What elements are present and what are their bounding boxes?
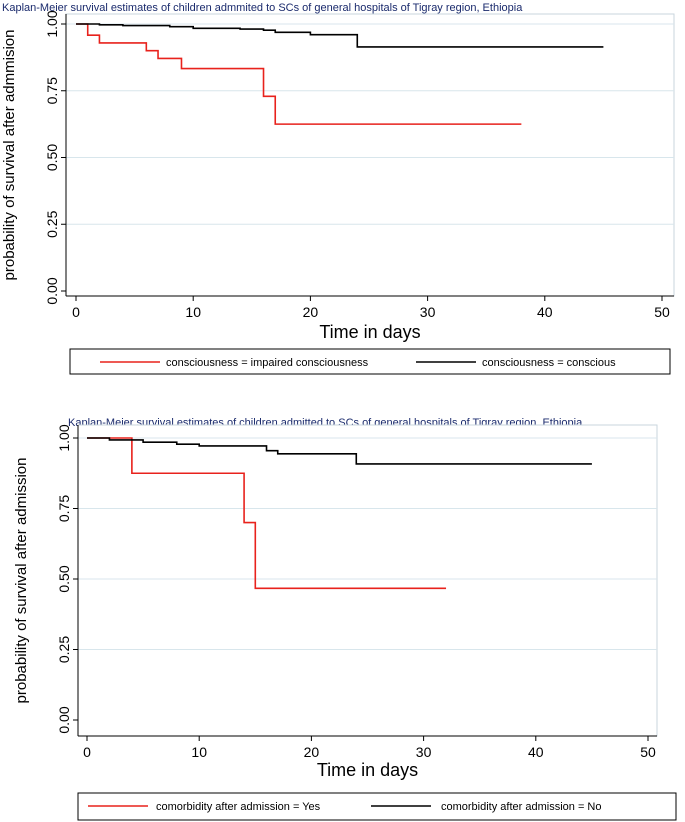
- chart-2: Kaplan-Meier survival estimates of child…: [13, 417, 677, 821]
- chart-title: Kaplan-Meier survival estimates of child…: [2, 2, 523, 14]
- legend-label: consciousness = impaired consciousness: [166, 357, 369, 369]
- x-tick-label: 10: [185, 304, 201, 320]
- legend: consciousness = impaired consciousness co…: [69, 348, 671, 375]
- plot-region: [65, 13, 675, 297]
- chart-1: Kaplan-Meier survival estimates of child…: [1, 2, 675, 375]
- x-tick-label: 30: [420, 304, 436, 320]
- x-tick-label: 40: [528, 744, 544, 760]
- x-tick-label: 20: [304, 744, 320, 760]
- legend-label: comorbidity after admission = Yes: [156, 801, 321, 813]
- series-line-black: [87, 437, 592, 465]
- x-tick-label: 50: [640, 744, 656, 760]
- y-axis-title: probability of survival after admission: [13, 458, 30, 704]
- legend-label: comorbidity after admission = No: [441, 801, 601, 813]
- y-tick-label: 0.50: [56, 565, 72, 592]
- y-tick-label: 1.00: [44, 10, 60, 37]
- legend-box: [69, 348, 671, 375]
- x-tick-label: 50: [654, 304, 670, 320]
- x-axis-title: Time in days: [317, 760, 418, 780]
- y-tick-label: 0.50: [44, 144, 60, 171]
- legend: comorbidity after admission = Yes comorbi…: [77, 792, 677, 821]
- y-tick-label: 1.00: [56, 424, 72, 451]
- y-tick-label: 0.75: [44, 77, 60, 104]
- x-tick-label: 10: [191, 744, 207, 760]
- x-axis-title: Time in days: [319, 322, 420, 342]
- legend-label: consciousness = conscious: [482, 357, 616, 369]
- y-tick-label: 0.75: [56, 495, 72, 522]
- plot-region: [77, 424, 658, 737]
- series-line-red: [87, 437, 447, 590]
- series-line-black: [76, 23, 604, 48]
- x-tick-label: 0: [72, 304, 80, 320]
- y-tick-label: 0.25: [44, 210, 60, 237]
- series-line-red: [76, 23, 522, 125]
- y-tick-label: 0.00: [44, 277, 60, 304]
- y-tick-label: 0.00: [56, 706, 72, 733]
- x-tick-label: 20: [303, 304, 319, 320]
- x-tick-label: 40: [537, 304, 553, 320]
- y-axis-title: probability of survival after admmision: [1, 30, 18, 281]
- x-tick-label: 30: [416, 744, 432, 760]
- x-tick-label: 0: [83, 744, 91, 760]
- y-tick-label: 0.25: [56, 636, 72, 663]
